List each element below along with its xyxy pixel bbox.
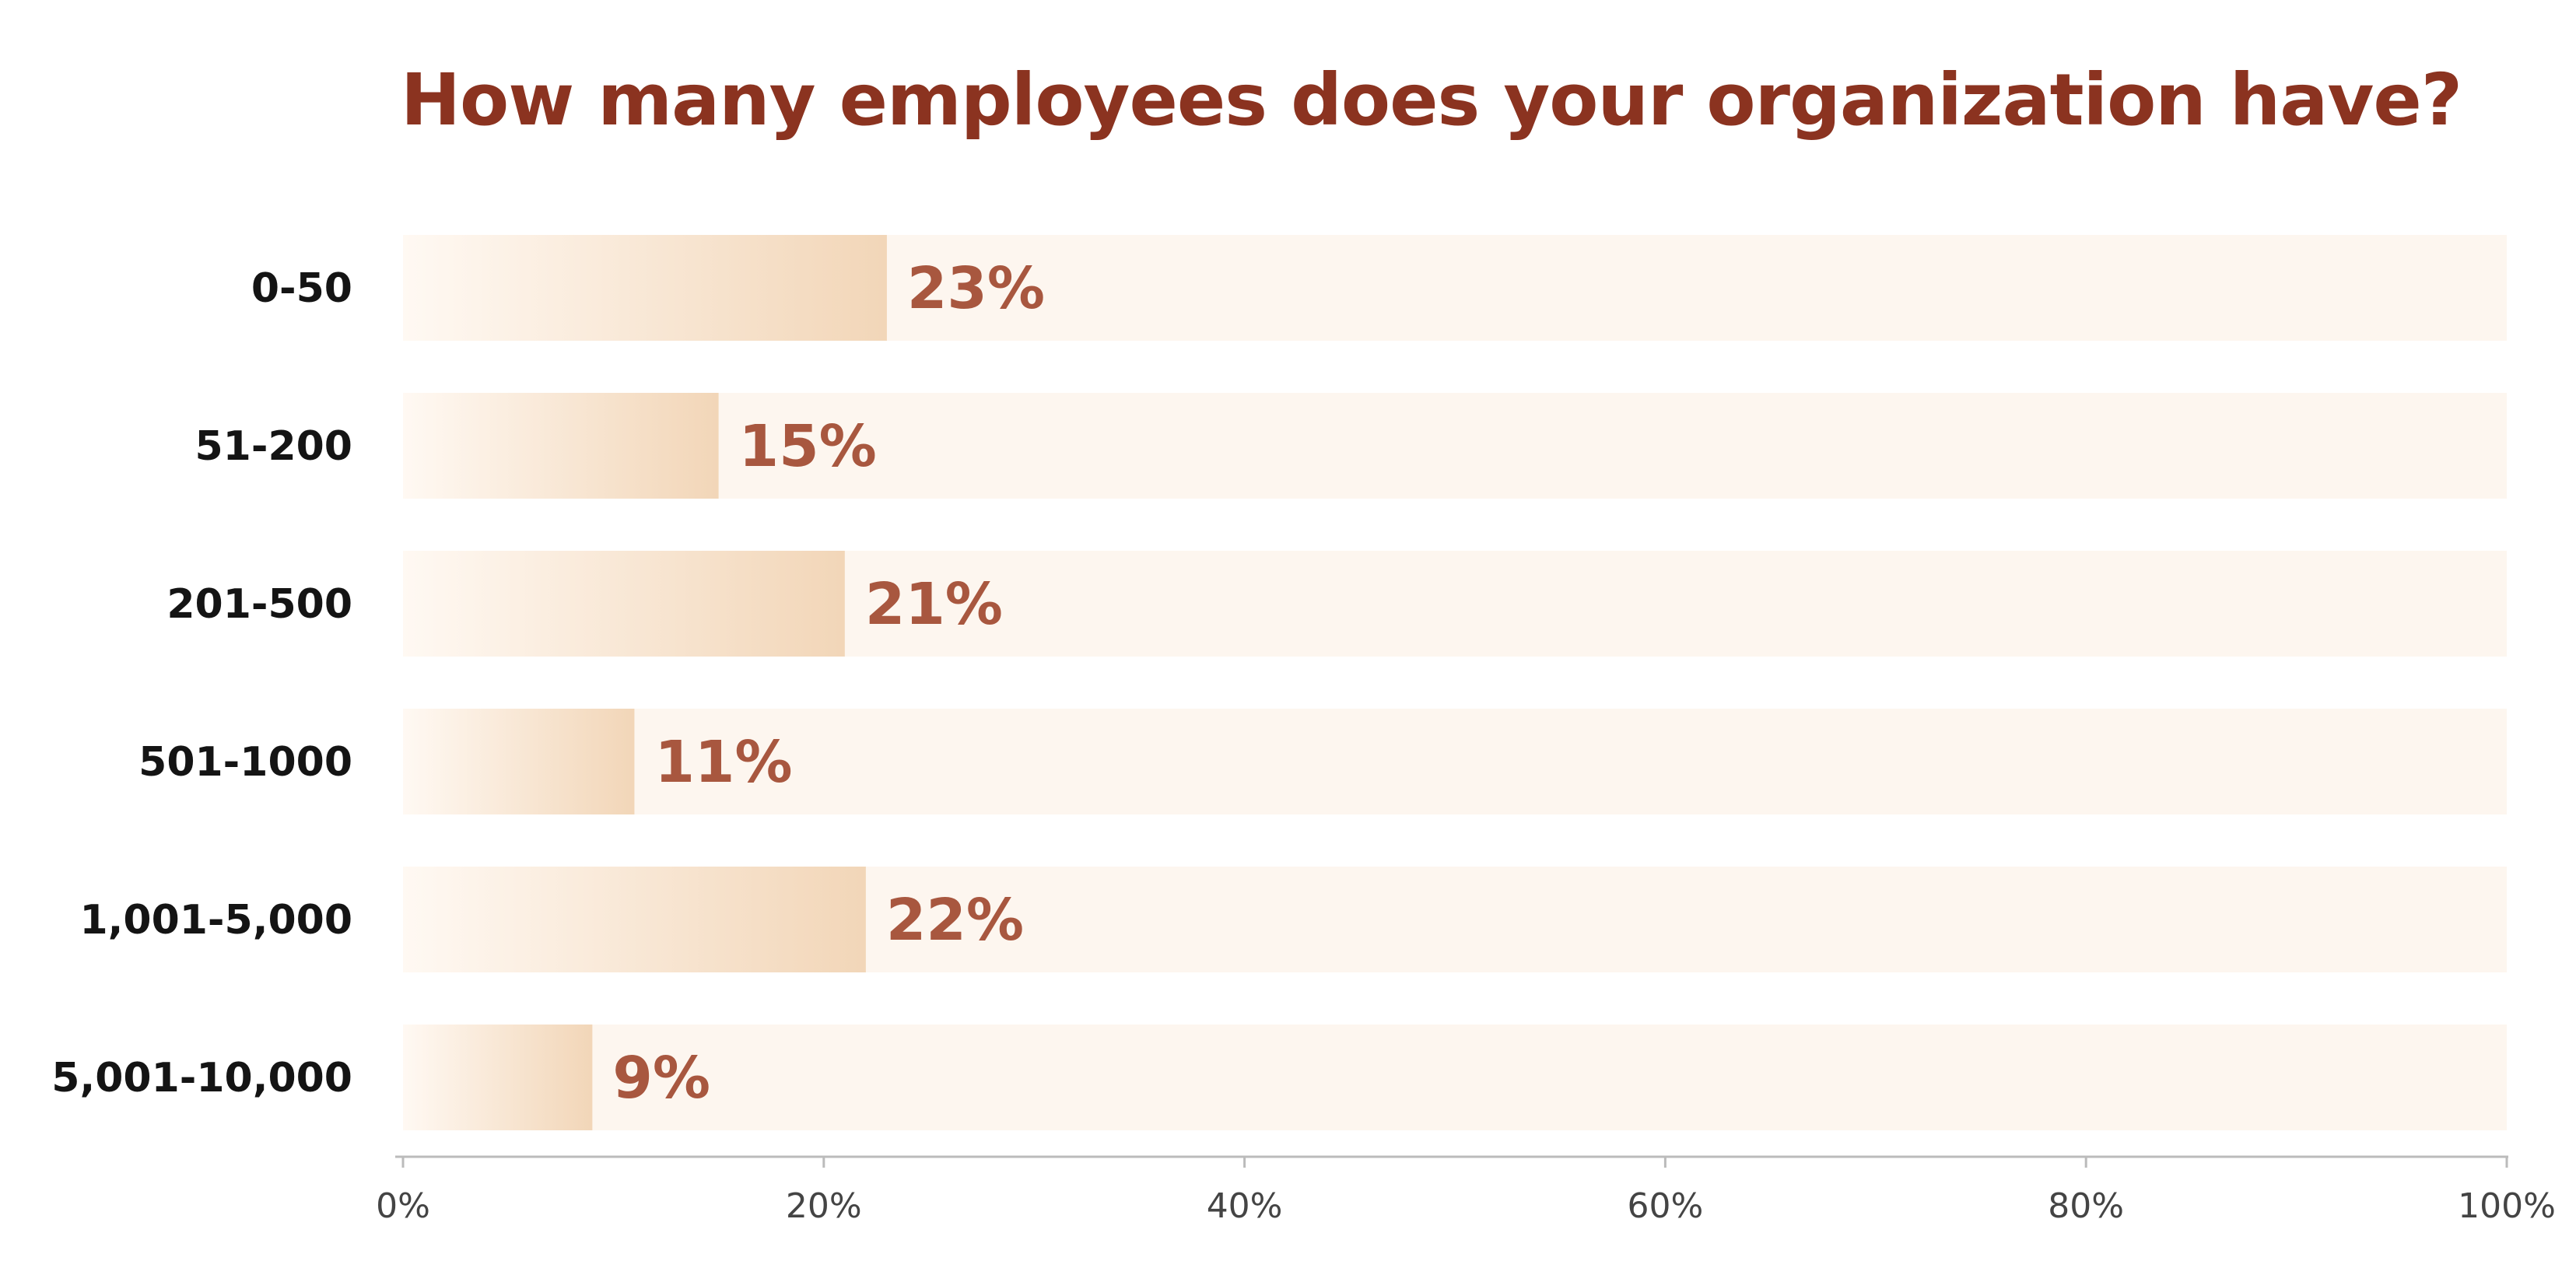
x-axis: 0% 20% 40% 60% 80% 100% (376, 1155, 2556, 1226)
x-tick-label: 80% (2048, 1186, 2124, 1226)
bar (403, 867, 866, 972)
value-label: 15% (739, 413, 877, 480)
value-label: 23% (907, 255, 1045, 322)
category-label: 501-1000 (138, 739, 352, 786)
value-label: 21% (865, 571, 1003, 638)
bar-track (403, 1025, 2507, 1130)
x-tick-label: 100% (2458, 1186, 2556, 1226)
bar-track (403, 709, 2507, 814)
bar (403, 1025, 593, 1130)
bar-tracks (403, 235, 2507, 1130)
bar (403, 551, 845, 657)
category-labels: 0-50 51-200 201-500 501-1000 1,001-5,000 5,00… (51, 265, 352, 1102)
bar-track (403, 393, 2507, 499)
category-label: 0-50 (251, 265, 352, 312)
x-tick-label: 40% (1207, 1186, 1283, 1226)
bars (403, 235, 887, 1130)
value-label: 11% (654, 729, 792, 796)
bar (403, 709, 635, 814)
x-tick-label: 20% (786, 1186, 862, 1226)
bar (403, 235, 887, 341)
category-label: 1,001-5,000 (79, 897, 352, 944)
category-label: 201-500 (166, 581, 352, 628)
bar (403, 393, 719, 499)
value-label: 22% (886, 887, 1024, 954)
x-tick-label: 0% (376, 1186, 430, 1226)
category-label: 5,001-10,000 (51, 1055, 352, 1102)
x-tick-label: 60% (1628, 1186, 1704, 1226)
chart-title: How many employees does your organizatio… (401, 58, 2462, 142)
category-label: 51-200 (195, 423, 353, 470)
value-labels: 23% 15% 21% 11% 22% 9% (612, 255, 1045, 1112)
value-label: 9% (612, 1045, 710, 1112)
